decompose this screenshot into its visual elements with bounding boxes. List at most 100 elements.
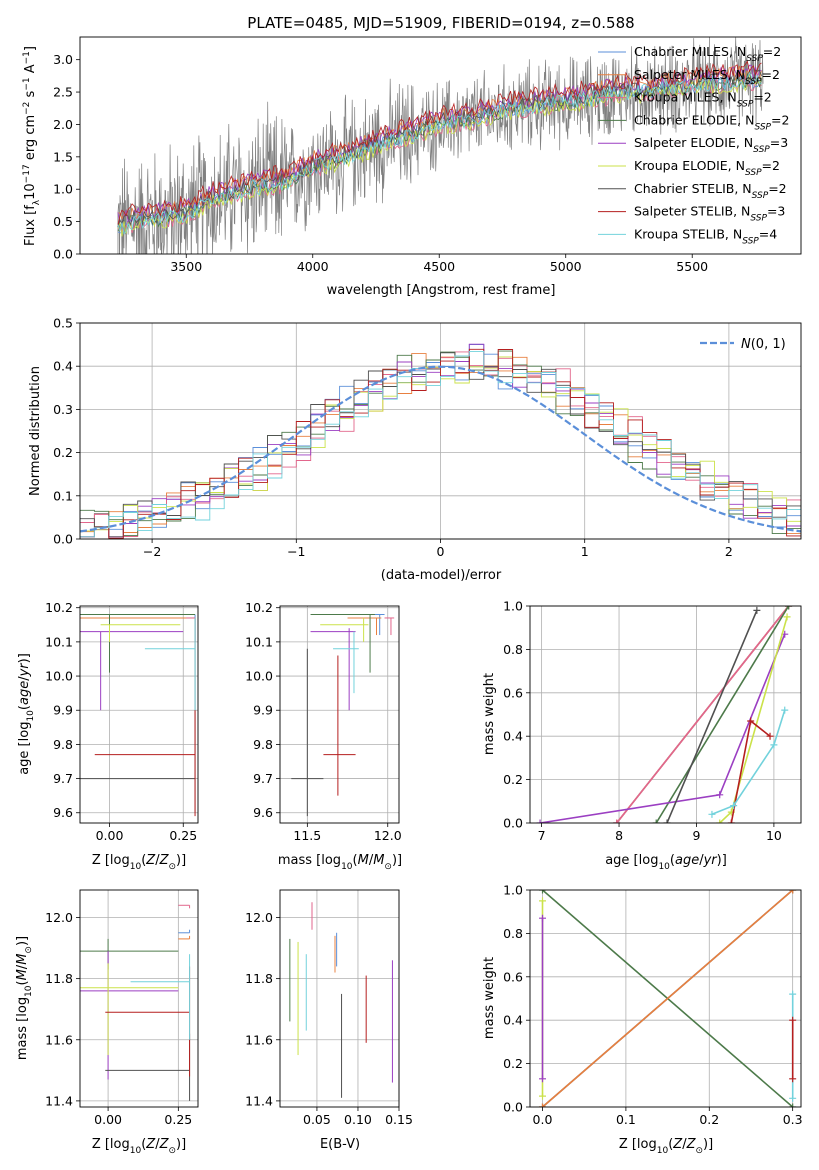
series-marker <box>766 732 774 740</box>
x-tick-label: 9 <box>692 828 700 843</box>
axes-residuals: −2 −1 0 1 2 0.0 0.1 0.2 0.3 0.4 0.5 (data-model)/er… <box>28 316 802 583</box>
point-chabrier-stelib <box>291 648 324 817</box>
x-tick-label: −1 <box>287 544 305 559</box>
series-line <box>719 616 788 823</box>
x-tick-label: 0.05 <box>303 1112 331 1127</box>
axes-frame <box>79 36 802 255</box>
plot-area-massweight-vs-Z <box>539 890 797 1107</box>
x-tick-label: 0.2 <box>699 1112 719 1127</box>
axes-frame <box>279 605 400 824</box>
y-tick-label: 0.2 <box>503 1056 523 1071</box>
x-tick-label: 2 <box>725 544 733 559</box>
series-marker <box>663 819 671 823</box>
x-tick-label: 8 <box>615 828 623 843</box>
series-marker <box>716 819 724 823</box>
point-chabrier-elodie <box>310 614 375 673</box>
point-kroupa-miles <box>186 617 196 642</box>
y-tick-label: 0.6 <box>503 685 523 700</box>
residual-histogram-kroupa-stelib <box>80 350 801 538</box>
series-marker <box>539 1075 547 1083</box>
y-tick-label: 0.6 <box>503 969 523 984</box>
axes-frame <box>79 889 199 1108</box>
series-kroupa-miles <box>613 606 793 823</box>
y-tick-label: 0.0 <box>53 247 73 262</box>
y-tick-label: 0.8 <box>503 926 523 941</box>
y-tick-label: 10.0 <box>245 669 273 684</box>
series-marker <box>789 1094 797 1102</box>
point-chabrier-elodie <box>80 938 179 970</box>
series-marker <box>539 1092 547 1100</box>
series-marker <box>613 819 621 823</box>
point-kroupa-elodie <box>320 617 369 642</box>
series-line <box>666 609 758 823</box>
axes-age-vs-mass: 11.5 12.0 9.6 9.7 9.8 9.9 10.0 10.1 10.2 mass [lo… <box>245 600 402 872</box>
y-tick-label: 9.8 <box>253 737 273 752</box>
y-axis-label: Normed distribution <box>28 366 43 496</box>
x-axis-label: wavelength [Angstrom, rest frame] <box>327 283 556 298</box>
y-tick-label: 9.6 <box>253 805 273 820</box>
legend-entry-kroupa-stelib: Kroupa STELIB, NSSP=4 <box>634 226 777 246</box>
point-kroupa-elodie <box>100 624 181 642</box>
series-marker <box>781 706 789 714</box>
y-tick-label: 11.6 <box>45 1032 73 1047</box>
x-tick-label: 0.25 <box>169 828 197 843</box>
y-tick-label: 3.0 <box>53 52 73 67</box>
point-chabrier-elodie <box>80 614 196 673</box>
series-salpeter-elodie <box>536 630 789 823</box>
point-salpeter-elodie <box>80 631 184 711</box>
x-axis-label: Z [log10(Z/Z⊙)] <box>92 1137 186 1156</box>
y-tick-label: 0.0 <box>53 532 73 547</box>
x-tick-label: 4500 <box>423 259 455 274</box>
x-tick-label: 0 <box>437 544 445 559</box>
point-chabrier-miles <box>178 929 191 934</box>
axes-frame <box>529 889 802 1108</box>
series-chabrier-stelib <box>663 606 761 823</box>
y-tick-label: 9.9 <box>253 703 273 718</box>
point-kroupa-stelib <box>130 954 191 1040</box>
y-tick-label: 1.5 <box>53 149 73 164</box>
legend-entry-chabrier-stelib: Chabrier STELIB, NSSP=2 <box>634 181 787 201</box>
series-line <box>655 606 790 823</box>
y-tick-label: 0.0 <box>503 1100 523 1115</box>
y-axis-label: age [log10(age/yr)] <box>17 653 36 775</box>
y-tick-label: 11.4 <box>45 1093 73 1108</box>
y-tick-label: 9.7 <box>53 771 73 786</box>
y-tick-label: 1.0 <box>503 599 523 614</box>
y-tick-label: 9.9 <box>53 703 73 718</box>
y-tick-label: 9.8 <box>53 737 73 752</box>
axes-massweight-vs-age: 7 8 9 10 0.0 0.2 0.4 0.6 0.8 1.0 age [log10(age/yr… <box>482 599 802 872</box>
x-tick-label: 0.3 <box>783 1112 803 1127</box>
legend-entry-salpeter-elodie: Salpeter ELODIE, NSSP=3 <box>634 135 788 155</box>
chart-title: PLATE=0485, MJD=51909, FIBERID=0194, z=0… <box>247 14 634 32</box>
point-salpeter-miles <box>178 935 191 940</box>
series-chabrier-elodie <box>652 606 793 823</box>
legend-entry-chabrier-elodie: Chabrier ELODIE, NSSP=2 <box>634 112 789 132</box>
y-tick-label: 0.4 <box>53 359 73 374</box>
model-spectrum-kroupa-stelib <box>117 71 762 235</box>
x-axis-label: age [log10(age/yr)] <box>605 853 727 872</box>
series-marker <box>789 890 797 894</box>
point-salpeter-miles <box>80 617 196 642</box>
point-kroupa-elodie <box>80 963 179 1056</box>
y-tick-label: 9.7 <box>253 771 273 786</box>
model-spectrum-chabrier-elodie <box>117 73 762 234</box>
x-tick-label: 5500 <box>676 259 708 274</box>
series-kroupa-stelib <box>708 706 789 818</box>
series-marker <box>716 791 724 799</box>
x-tick-label: 0.1 <box>616 1112 636 1127</box>
y-axis-label: Flux [fλ10−17 erg cm−2 s−1 A−1] <box>22 46 42 246</box>
point-salpeter-miles <box>347 617 382 636</box>
series-marker <box>536 819 544 823</box>
x-tick-label: 0.10 <box>344 1112 372 1127</box>
series-salpeter-stelib <box>727 717 774 823</box>
y-tick-label: 12.0 <box>45 910 73 925</box>
x-axis-label: Z [log10(Z/Z⊙)] <box>92 853 186 872</box>
plot-area-residuals <box>80 343 801 539</box>
y-tick-label: 11.4 <box>245 1093 273 1108</box>
point-salpeter-stelib <box>323 655 356 796</box>
y-tick-label: 0.1 <box>53 488 73 503</box>
series-marker <box>753 606 761 614</box>
observed-spectrum <box>117 37 764 254</box>
series-marker <box>539 897 547 905</box>
